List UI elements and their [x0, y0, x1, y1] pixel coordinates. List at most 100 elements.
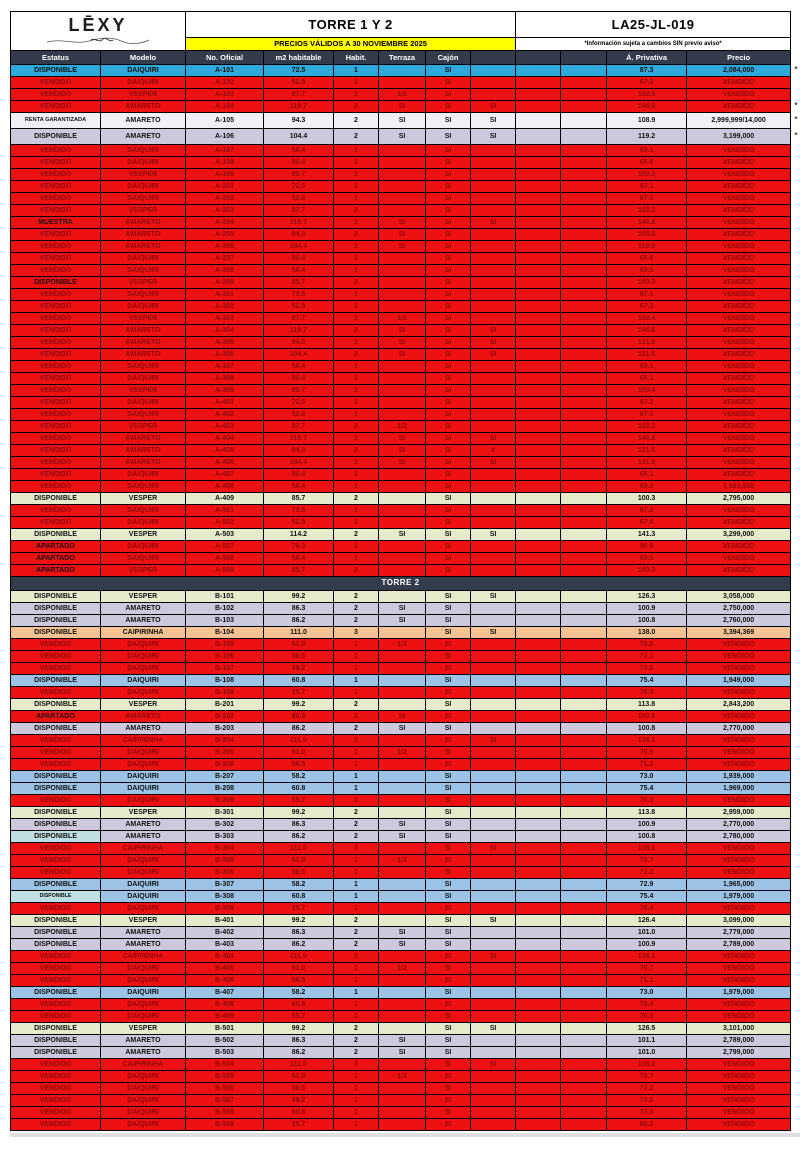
- row-margin: [791, 675, 800, 687]
- cell-cajon-2: [469, 276, 517, 289]
- cell-modelo: AMARETO: [100, 324, 186, 337]
- cell-terraza: [378, 626, 426, 639]
- cell-cajon: SI: [425, 228, 471, 241]
- cell-blank-2: [560, 180, 608, 193]
- cell-terraza: 1/2: [378, 638, 426, 651]
- cell-terraza: [378, 372, 426, 385]
- table-row: VENDIDO AMARETO A-306 104.4 2 SI SI SI 131.5 VEND…: [10, 348, 800, 361]
- cell-blank-2: [560, 698, 608, 711]
- cell-modelo: DAIQUIRI: [100, 144, 186, 157]
- cell-a-privativa: 65.2: [606, 480, 688, 493]
- cell-cajon-2: [469, 698, 517, 711]
- cell-m2-habitable: 61.0: [263, 854, 334, 867]
- cell-cajon: SI: [425, 1118, 471, 1131]
- row-margin: [791, 1047, 800, 1059]
- cell-a-privativa: 72.9: [606, 878, 688, 891]
- cell-blank-2: [560, 144, 608, 157]
- cell-m2-habitable: 85.7: [263, 276, 334, 289]
- cell-modelo: DAIQUIRI: [100, 1118, 186, 1131]
- cell-cajon-2: [469, 710, 517, 723]
- cell-cajon: SI: [425, 650, 471, 663]
- cell-m2-habitable: 94.3: [263, 336, 334, 349]
- cell-habit: 1: [333, 408, 379, 421]
- cell-no-oficial: B-208: [185, 782, 264, 795]
- cell-precio: VENDIDO: [686, 540, 792, 553]
- cell-precio: VENDIDO: [686, 1010, 792, 1023]
- cell-blank-1: [515, 1034, 562, 1047]
- table-row: DISPONIBLE DAIQUIRI B-307 58.2 1 SI 72.9 1,965,…: [10, 878, 800, 891]
- table-row: APARTADO AMARETO B-202 86.3 2 SI SI 100.9 VENDID…: [10, 710, 800, 723]
- cell-cajon: SI: [425, 480, 471, 493]
- cell-terraza: [378, 168, 426, 181]
- cell-no-oficial: B-409: [185, 1010, 264, 1023]
- cell-blank-2: [560, 324, 608, 337]
- cell-precio: VENDIDO: [686, 204, 792, 217]
- cell-no-oficial: B-501: [185, 1022, 264, 1035]
- cell-habit: 2: [333, 590, 379, 603]
- cell-habit: 1: [333, 1082, 379, 1095]
- table-body: DISPONIBLE DAIQUIRI A-101 72.5 1 SI 87.3 2,084,…: [9, 64, 800, 1131]
- table-row: VENDIDO DAIQUIRI A-401 72.5 1 SI 87.2 VENDIDO: [10, 396, 800, 409]
- cell-cajon: SI: [425, 758, 471, 771]
- cell-blank-1: [515, 1046, 562, 1059]
- cell-precio: VENDIDO: [686, 276, 792, 289]
- table-row: VENDIDO DAIQUIRI B-205 61.0 1 1/2 SI 75.6 VENDID…: [10, 746, 800, 759]
- cell-cajon: SI: [425, 144, 471, 157]
- cell-m2-habitable: 94.3: [263, 444, 334, 457]
- cell-modelo: VESPER: [100, 312, 186, 325]
- cell-a-privativa: 100.8: [606, 722, 688, 735]
- column-header-no-oficial: No. Oficial: [185, 50, 264, 65]
- cell-cajon-2: [469, 902, 517, 915]
- cell-m2-habitable: 52.8: [263, 192, 334, 205]
- cell-blank-1: [515, 228, 562, 241]
- cell-precio: VENDIDO: [686, 264, 792, 277]
- cell-terraza: [378, 204, 426, 217]
- row-margin: [791, 361, 800, 373]
- cell-cajon-2: [469, 830, 517, 843]
- cell-precio: VENDIDO: [686, 348, 792, 361]
- table-row: VENDIDO CAIPIRINHA B-504 111.0 3 SI SI 138.2 VEN…: [10, 1058, 800, 1071]
- cell-blank-1: [515, 782, 562, 795]
- cell-estatus: VENDIDO: [10, 1070, 101, 1083]
- cell-terraza: [378, 156, 426, 169]
- cell-blank-1: [515, 770, 562, 783]
- table-row: VENDIDO VESPER A-303 87.7 2 1/2 SI 102.4 VENDIDO: [10, 312, 800, 325]
- cell-a-privativa: 90.9: [606, 540, 688, 553]
- cell-modelo: VESPER: [100, 806, 186, 819]
- cell-blank-2: [560, 456, 608, 469]
- cell-blank-2: [560, 372, 608, 385]
- cell-terraza: SI: [378, 128, 426, 145]
- cell-habit: 3: [333, 626, 379, 639]
- row-margin: [791, 987, 800, 999]
- cell-cajon: SI: [425, 540, 471, 553]
- cell-cajon-2: [469, 614, 517, 627]
- cell-blank-2: [560, 926, 608, 939]
- cell-modelo: VESPER: [100, 168, 186, 181]
- column-header-precio: Precio: [686, 50, 792, 65]
- cell-a-privativa: 100.8: [606, 830, 688, 843]
- cell-terraza: 1/2: [378, 312, 426, 325]
- table-row: DISPONIBLE DAIQUIRI B-108 60.8 1 SI 75.4 1,949,…: [10, 674, 800, 687]
- cell-terraza: [378, 64, 426, 77]
- table-row: VENDIDO DAIQUIRI A-307 50.4 1 SI 65.1 VENDIDO: [10, 360, 800, 373]
- cell-precio: 2,084,000: [686, 64, 792, 77]
- cell-precio: VENDIDO: [686, 300, 792, 313]
- cell-cajon-2: [469, 674, 517, 687]
- cell-terraza: 1/2: [378, 420, 426, 433]
- cell-modelo: VESPER: [100, 564, 186, 577]
- cell-blank-1: [515, 1106, 562, 1119]
- cell-terraza: 1/2: [378, 746, 426, 759]
- cell-precio: 2,770,000: [686, 818, 792, 831]
- row-margin: [791, 193, 800, 205]
- cell-cajon: SI: [425, 348, 471, 361]
- cell-blank-2: [560, 204, 608, 217]
- table-row: VENDIDO DAIQUIRI B-508 60.8 1 SI 73.3 VENDIDO: [10, 1106, 800, 1119]
- table-row: DISPONIBLE DAIQUIRI B-208 60.8 1 SI 75.4 1,969,…: [10, 782, 800, 795]
- table-row: VENDIDO DAIQUIRI A-207 50.4 1 SI 65.0 VENDIDO: [10, 252, 800, 265]
- cell-terraza: [378, 902, 426, 915]
- cell-a-privativa: 75.4: [606, 890, 688, 903]
- cell-modelo: AMARETO: [100, 348, 186, 361]
- cell-modelo: DAIQUIRI: [100, 878, 186, 891]
- cell-terraza: [378, 734, 426, 747]
- cell-precio: 1,949,000: [686, 674, 792, 687]
